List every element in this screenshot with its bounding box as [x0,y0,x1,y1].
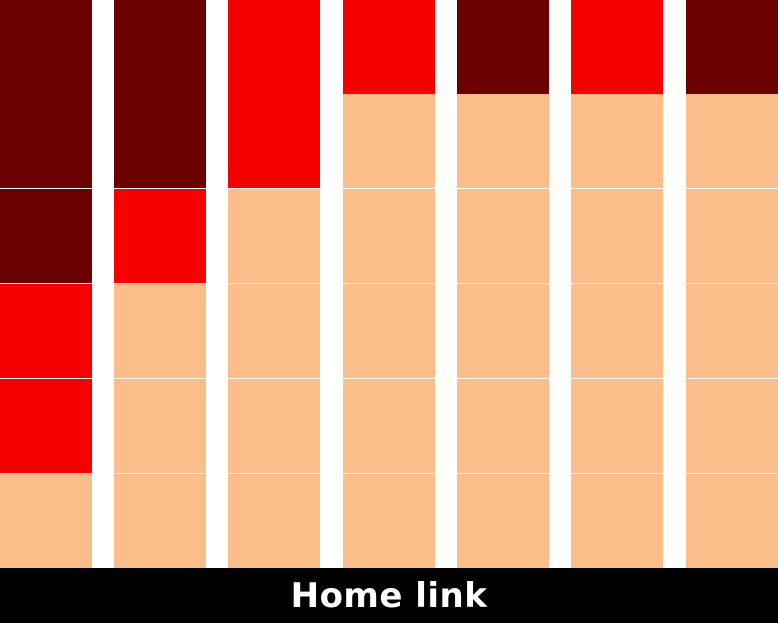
board-column-3[interactable] [228,0,320,568]
red-piece[interactable] [228,94,320,188]
board-column-4[interactable] [343,0,435,568]
empty-cell[interactable] [457,189,549,283]
empty-cell[interactable] [686,94,778,188]
empty-cell[interactable] [343,379,435,473]
empty-cell[interactable] [0,474,92,568]
empty-cell[interactable] [343,94,435,188]
empty-cell[interactable] [571,94,663,188]
red-piece[interactable] [114,189,206,283]
board-column-2[interactable] [114,0,206,568]
home-link[interactable]: Home link [290,575,488,616]
empty-cell[interactable] [114,379,206,473]
empty-cell[interactable] [228,379,320,473]
board-column-6[interactable] [571,0,663,568]
empty-cell[interactable] [571,379,663,473]
empty-cell[interactable] [571,284,663,378]
empty-cell[interactable] [457,379,549,473]
red-piece[interactable] [0,284,92,378]
board-column-7[interactable] [686,0,778,568]
dark-red-piece[interactable] [457,0,549,94]
board-column-1[interactable] [0,0,92,568]
board-column-5[interactable] [457,0,549,568]
empty-cell[interactable] [571,474,663,568]
empty-cell[interactable] [686,474,778,568]
empty-cell[interactable] [457,284,549,378]
empty-cell[interactable] [228,189,320,283]
red-piece[interactable] [343,0,435,94]
empty-cell[interactable] [571,189,663,283]
red-piece[interactable] [0,379,92,473]
empty-cell[interactable] [343,474,435,568]
empty-cell[interactable] [686,379,778,473]
empty-cell[interactable] [457,94,549,188]
empty-cell[interactable] [343,189,435,283]
empty-cell[interactable] [343,284,435,378]
dark-red-piece[interactable] [0,189,92,283]
footer-bar: Home link [0,568,778,623]
empty-cell[interactable] [686,189,778,283]
red-piece[interactable] [228,0,320,94]
empty-cell[interactable] [114,284,206,378]
dark-red-piece[interactable] [0,0,92,94]
dark-red-piece[interactable] [0,94,92,188]
red-piece[interactable] [571,0,663,94]
empty-cell[interactable] [686,284,778,378]
dark-red-piece[interactable] [114,94,206,188]
game-board [0,0,778,568]
empty-cell[interactable] [114,474,206,568]
dark-red-piece[interactable] [686,0,778,94]
empty-cell[interactable] [228,474,320,568]
empty-cell[interactable] [457,474,549,568]
dark-red-piece[interactable] [114,0,206,94]
empty-cell[interactable] [228,284,320,378]
